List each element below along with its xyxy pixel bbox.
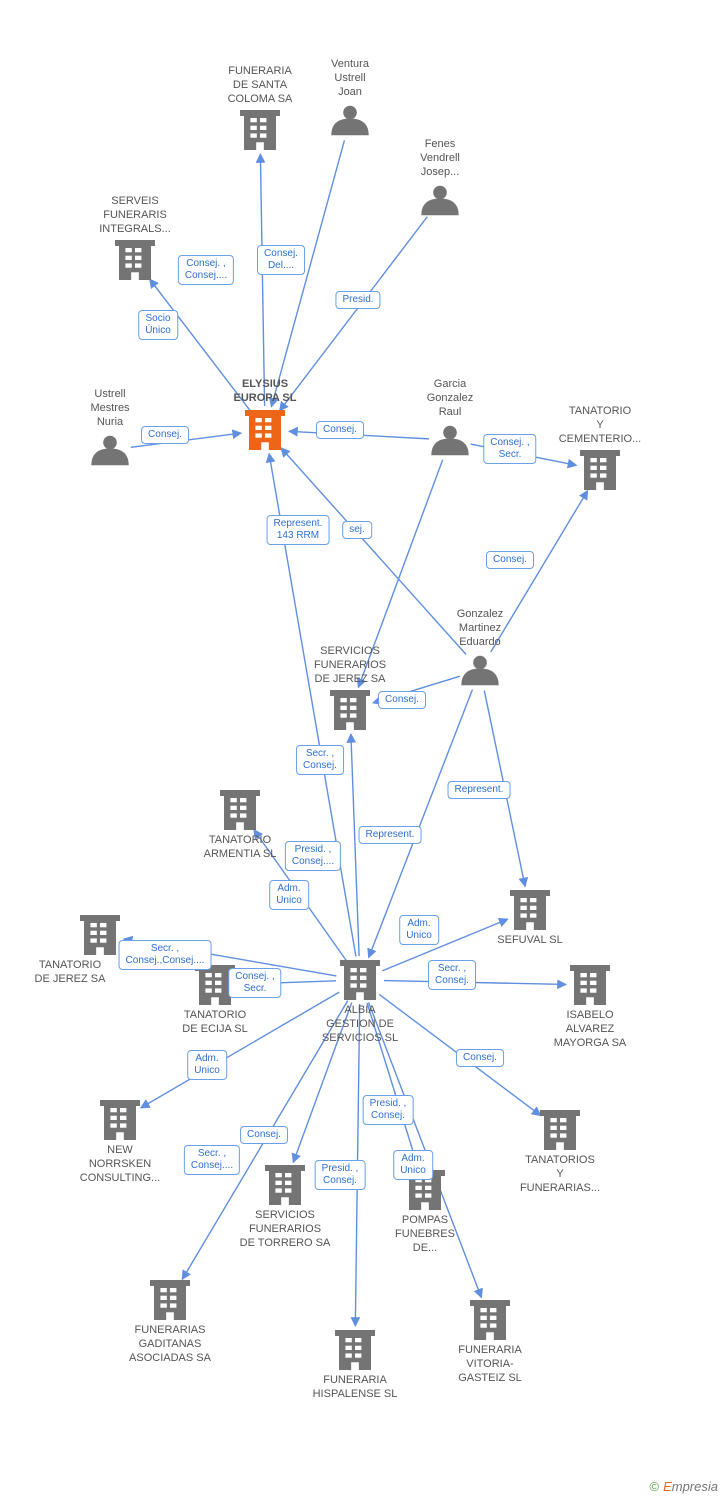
building-icon[interactable] (115, 240, 155, 280)
building-icon[interactable] (80, 915, 120, 955)
node-label: TANATORIO DE JEREZ SA (10, 959, 130, 987)
edge-label: Consej. Del.... (257, 245, 305, 275)
node-label: FUNERARIAS GADITANAS ASOCIADAS SA (110, 1324, 230, 1365)
edge-label: Represent. (359, 826, 422, 844)
edge-label: Consej. (486, 551, 534, 569)
building-icon[interactable] (570, 965, 610, 1005)
node-label: Gonzalez Martinez Eduardo (420, 608, 540, 649)
node-label: ELYSIUS EUROPA SL (205, 378, 325, 406)
copyright-symbol: © (649, 1479, 659, 1494)
building-icon[interactable] (510, 890, 550, 930)
node-label: ISABELO ALVAREZ MAYORGA SA (530, 1009, 650, 1050)
building-icon[interactable] (330, 690, 370, 730)
watermark-rest: mpresia (672, 1479, 718, 1494)
node-label: POMPAS FUNEBRES DE... (365, 1214, 485, 1255)
edge-label: Secr. , Consej. (428, 960, 476, 990)
person-icon[interactable] (431, 426, 468, 456)
node-label: TANATORIO ARMENTIA SL (180, 834, 300, 862)
person-icon[interactable] (91, 436, 128, 466)
edge-label: Consej. , Secr. (483, 434, 536, 464)
node-label: FUNERARIA VITORIA- GASTEIZ SL (430, 1344, 550, 1385)
edge-label: Presid. , Consej. (315, 1160, 366, 1190)
building-icon[interactable] (245, 410, 285, 450)
edge-label: Consej. , Secr. (228, 968, 281, 998)
edge-label: Adm. Unico (269, 880, 309, 910)
person-icon[interactable] (421, 186, 458, 216)
building-icon[interactable] (470, 1300, 510, 1340)
node-label: SERVEIS FUNERARIS INTEGRALS... (75, 195, 195, 236)
edge-label: Adm. Unico (399, 915, 439, 945)
edge-label: Presid. , Consej. (363, 1095, 414, 1125)
node-label: Ustrell Mestres Nuria (50, 388, 170, 429)
edge-label: Represent. (448, 781, 511, 799)
edge-label: Secr. , Consej. (296, 745, 344, 775)
watermark: © Empresia (649, 1479, 718, 1494)
node-label: TANATORIOS Y FUNERARIAS... (500, 1154, 620, 1195)
edge-label: Secr. , Consej.... (184, 1145, 240, 1175)
building-icon[interactable] (540, 1110, 580, 1150)
edge-label: Consej. , Consej.... (178, 255, 234, 285)
node-label: SERVICIOS FUNERARIOS DE TORRERO SA (225, 1209, 345, 1250)
node-label: Ventura Ustrell Joan (290, 58, 410, 99)
edge-label: Consej. (240, 1126, 288, 1144)
building-icon[interactable] (220, 790, 260, 830)
node-label: SEFUVAL SL (470, 934, 590, 948)
building-icon[interactable] (150, 1280, 190, 1320)
building-icon[interactable] (240, 110, 280, 150)
edge-label: Adm. Unico (393, 1150, 433, 1180)
building-icon[interactable] (335, 1330, 375, 1370)
node-label: NEW NORRSKEN CONSULTING... (60, 1144, 180, 1185)
watermark-e: E (663, 1479, 672, 1494)
building-icon[interactable] (265, 1165, 305, 1205)
building-icon[interactable] (580, 450, 620, 490)
edge-label: Presid. (335, 291, 380, 309)
edge-label: Socio Único (138, 310, 178, 340)
node-label: FUNERARIA HISPALENSE SL (295, 1374, 415, 1402)
edge-label: Consej. (456, 1049, 504, 1067)
edge-label: Consej. (378, 691, 426, 709)
edge-label: Represent. 143 RRM (267, 515, 330, 545)
node-label: TANATORIO Y CEMENTERIO... (540, 405, 660, 446)
node-label: ALBIA GESTION DE SERVICIOS SL (300, 1004, 420, 1045)
person-icon[interactable] (461, 656, 498, 686)
node-label: SERVICIOS FUNERARIOS DE JEREZ SA (290, 645, 410, 686)
edge (260, 154, 264, 406)
node-label: TANATORIO DE ECIJA SL (155, 1009, 275, 1037)
person-icon[interactable] (331, 106, 368, 136)
building-icon[interactable] (340, 960, 380, 1000)
edge-label: Consej. (316, 421, 364, 439)
node-label: Garcia Gonzalez Raul (390, 378, 510, 419)
building-icon[interactable] (100, 1100, 140, 1140)
node-label: Fenes Vendrell Josep... (380, 138, 500, 179)
edge-label: Secr. , Consej.,Consej.... (119, 940, 212, 970)
edge-label: Adm. Unico (187, 1050, 227, 1080)
edge-label: sej. (342, 521, 372, 539)
edge (351, 734, 359, 956)
